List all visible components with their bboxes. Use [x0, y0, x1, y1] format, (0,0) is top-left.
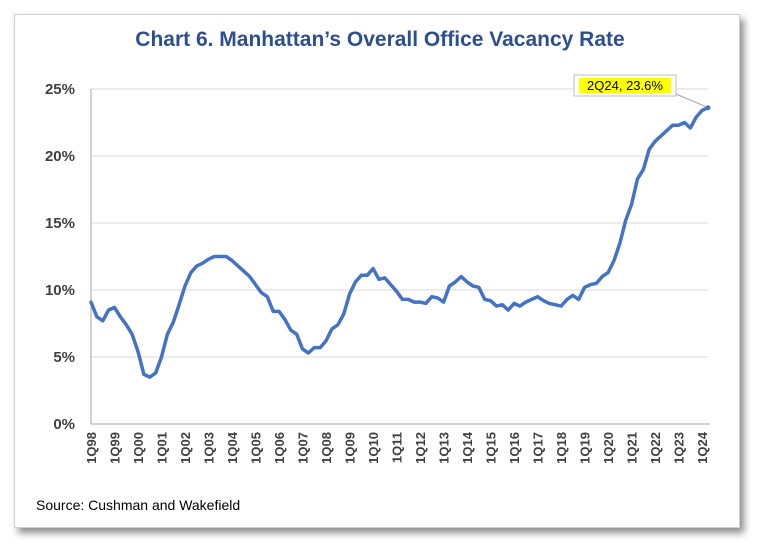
last-point-marker	[705, 105, 711, 111]
callout-layer: 2Q24, 23.6%	[573, 74, 711, 111]
x-tick-label: 1Q02	[178, 432, 193, 464]
y-tick-label: 0%	[53, 416, 75, 433]
x-tick-label: 1Q11	[390, 432, 405, 463]
x-tick-label: 1Q15	[484, 432, 499, 464]
x-axis-tick-labels: 1Q98 1Q99 1Q00 1Q01 1Q02 1Q03 1Q04 1Q05 1Q06 1Q07…	[84, 431, 710, 464]
x-tick-label: 1Q16	[507, 432, 522, 464]
x-tick-label: 1Q04	[225, 431, 240, 464]
x-tick-label: 1Q98	[84, 432, 99, 464]
x-tick-label: 1Q22	[648, 432, 663, 464]
x-tick-label: 1Q09	[343, 432, 358, 464]
x-tick-label: 1Q12	[413, 432, 428, 464]
x-tick-label: 1Q07	[296, 432, 311, 464]
x-tick-label: 1Q03	[202, 432, 217, 464]
x-tick-label: 1Q05	[249, 432, 264, 464]
chart-frame	[14, 14, 740, 528]
x-tick-label: 1Q20	[601, 432, 616, 464]
y-tick-label: 15%	[45, 215, 75, 232]
callout-leader	[675, 93, 707, 108]
axes	[90, 89, 710, 425]
x-tick-label: 1Q18	[554, 432, 569, 464]
x-tick-label: 1Q17	[531, 432, 546, 464]
x-tick-label: 1Q06	[272, 432, 287, 464]
source-note: Source: Cushman and Wakefield	[36, 497, 241, 513]
y-tick-label: 25%	[45, 81, 75, 98]
x-tick-label: 1Q01	[155, 432, 170, 464]
x-tick-label: 1Q10	[366, 432, 381, 464]
x-tick-label: 1Q08	[319, 432, 334, 464]
x-tick-label: 1Q21	[625, 432, 640, 464]
series-layer	[89, 106, 710, 379]
callout-label: 2Q24, 23.6%	[587, 78, 663, 93]
x-tick-label: 1Q19	[578, 432, 593, 464]
x-tick-label: 1Q99	[108, 432, 123, 464]
chart-title: Chart 6. Manhattan’s Overall Office Vaca…	[135, 28, 625, 51]
y-tick-label: 20%	[45, 148, 75, 165]
y-tick-label: 10%	[45, 282, 75, 299]
x-tick-label: 1Q00	[131, 432, 146, 464]
gridlines	[91, 88, 708, 358]
x-tick-label: 1Q23	[672, 432, 687, 464]
y-axis-tick-labels: 0% 5% 10% 15% 20% 25%	[45, 81, 75, 433]
callout-highlight	[579, 78, 671, 93]
x-tick-label: 1Q24	[695, 431, 710, 464]
y-tick-label: 5%	[53, 349, 75, 366]
x-tick-label: 1Q13	[437, 432, 452, 464]
x-tick-label: 1Q14	[460, 431, 475, 464]
series-line	[89, 106, 710, 379]
